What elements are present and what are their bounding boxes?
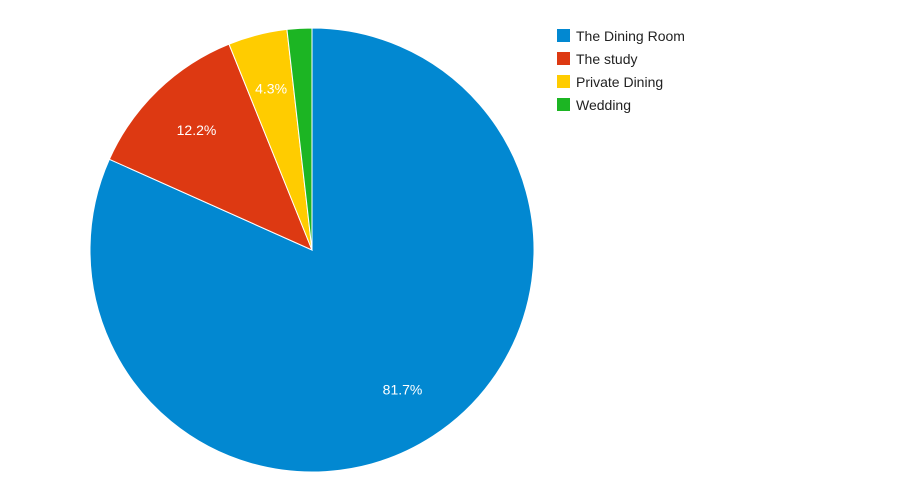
slice-data-label-private-dining: 4.3% bbox=[255, 81, 287, 97]
legend-item-private-dining[interactable]: Private Dining bbox=[557, 70, 685, 93]
legend-label: The Dining Room bbox=[576, 27, 685, 44]
pie-slice-wedding[interactable] bbox=[286, 27, 313, 251]
legend-swatch bbox=[557, 52, 570, 65]
legend-label: Wedding bbox=[576, 96, 632, 113]
legend-label: The study bbox=[576, 50, 638, 67]
legend-swatch bbox=[557, 29, 570, 42]
chart-legend: The Dining Room The study Private Dining We… bbox=[557, 24, 685, 116]
pie-data-labels: 81.7% 12.2% 4.3% bbox=[177, 81, 423, 398]
legend-item-the-dining-room[interactable]: The Dining Room bbox=[557, 24, 685, 47]
pie-slices bbox=[89, 27, 535, 473]
legend-label: Private Dining bbox=[576, 73, 664, 90]
legend-item-wedding[interactable]: Wedding bbox=[557, 93, 685, 116]
slice-data-label-the-study: 12.2% bbox=[177, 122, 217, 138]
slice-data-label-the-dining-room: 81.7% bbox=[383, 382, 423, 398]
legend-item-the-study[interactable]: The study bbox=[557, 47, 685, 70]
legend-swatch bbox=[557, 75, 570, 88]
legend-swatch bbox=[557, 98, 570, 111]
pie-slice-the-study[interactable] bbox=[108, 43, 313, 251]
